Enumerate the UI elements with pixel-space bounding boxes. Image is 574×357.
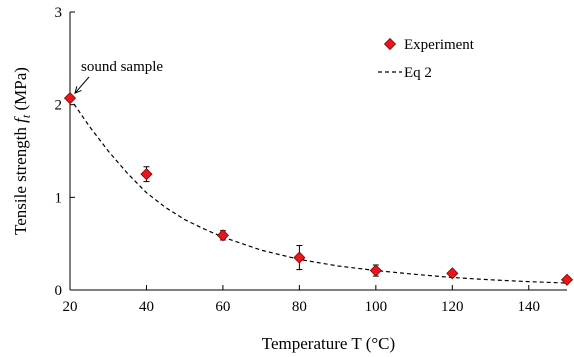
annotations: sound sample bbox=[74, 59, 163, 95]
y-tick-label: 2 bbox=[55, 98, 63, 114]
y-tick-label: 1 bbox=[55, 190, 63, 206]
series-layer bbox=[63, 92, 574, 286]
y-axis-label-subscript: t bbox=[19, 114, 33, 118]
experiment-point bbox=[140, 168, 153, 181]
legend: Experiment Eq 2 bbox=[378, 37, 475, 81]
annotation-arrowhead bbox=[74, 86, 82, 95]
x-tick-label: 100 bbox=[365, 299, 388, 315]
annotation-label: sound sample bbox=[81, 59, 163, 75]
x-axis-label: Temperature T (°C) bbox=[262, 334, 395, 353]
x-tick-label: 60 bbox=[215, 299, 230, 315]
experiment-series bbox=[63, 92, 574, 286]
y-axis-label-symbol: f bbox=[11, 116, 30, 123]
legend-label: Eq 2 bbox=[404, 65, 432, 81]
eq2-curve bbox=[69, 97, 568, 284]
y-axis-label-prefix: Tensile strength bbox=[11, 123, 30, 235]
experiment-point bbox=[293, 251, 306, 264]
x-axis-ticks: 20 40 60 80 100 120 140 bbox=[63, 285, 541, 315]
annotation-arrow bbox=[74, 76, 90, 94]
y-axis-ticks: 0 1 2 3 bbox=[55, 5, 75, 299]
axes: 20 40 60 80 100 120 140 0 1 2 3 bbox=[55, 5, 567, 315]
experiment-point bbox=[560, 273, 574, 286]
x-tick-label: 120 bbox=[441, 299, 464, 315]
x-tick-label: 80 bbox=[292, 299, 307, 315]
y-tick-label: 3 bbox=[55, 5, 63, 21]
y-axis-label-suffix: (MPa) bbox=[11, 67, 30, 115]
x-tick-label: 40 bbox=[139, 299, 154, 315]
experiment-point bbox=[369, 264, 382, 277]
experiment-point bbox=[63, 92, 77, 105]
experiment-point bbox=[216, 229, 229, 242]
experiment-point bbox=[446, 267, 459, 280]
x-tick-label: 20 bbox=[63, 299, 78, 315]
y-axis-label: Tensile strength ft (MPa) bbox=[11, 67, 33, 235]
plot-area: 20 40 60 80 100 120 140 0 1 2 3 sound sample bbox=[55, 5, 574, 315]
x-tick-label: 140 bbox=[518, 299, 541, 315]
legend-label: Experiment bbox=[404, 37, 475, 53]
y-tick-label: 0 bbox=[55, 283, 63, 299]
legend-swatch-experiment bbox=[383, 37, 397, 51]
